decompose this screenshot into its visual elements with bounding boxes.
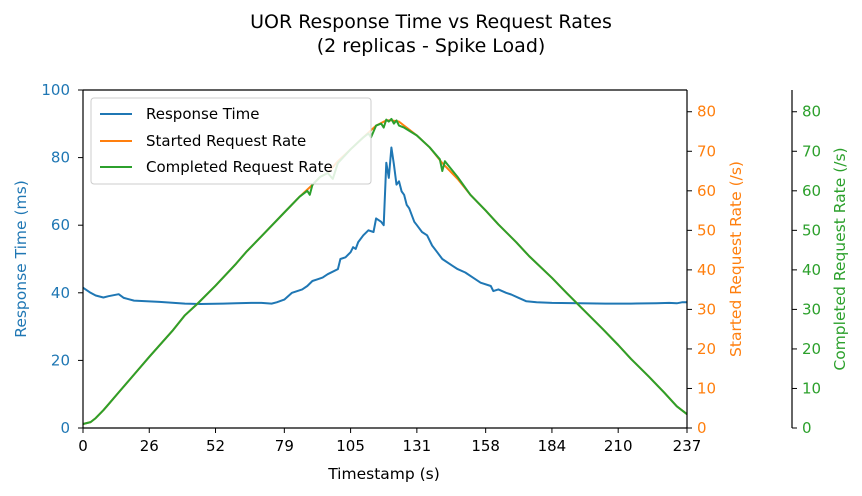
x-axis-label: Timestamp (s) — [327, 465, 440, 483]
left-tick-label: 20 — [51, 351, 70, 369]
right1-tick-label: 0 — [697, 419, 707, 437]
legend: Response Time Started Request Rate Compl… — [90, 97, 372, 185]
right1-tick-label: 20 — [697, 340, 716, 358]
x-tick-label: 237 — [673, 437, 702, 455]
x-tick-label: 0 — [78, 437, 88, 455]
left-axis-label: Response Time (ms) — [12, 180, 30, 338]
right2-tick-label: 80 — [802, 103, 821, 121]
x-tick-label: 105 — [336, 437, 365, 455]
x-tick-label: 184 — [538, 437, 567, 455]
right1-tick-label: 30 — [697, 300, 716, 318]
left-tick-label: 80 — [51, 149, 70, 167]
x-tick-label: 210 — [604, 437, 633, 455]
right2-tick-label: 60 — [802, 182, 821, 200]
right2-tick-label: 40 — [802, 261, 821, 279]
series-line-response-time — [82, 146, 687, 305]
right2-tick-label: 70 — [802, 142, 821, 160]
x-tick-label: 26 — [140, 437, 159, 455]
right1-tick-label: 50 — [697, 221, 716, 239]
right1-tick-label: 70 — [697, 142, 716, 160]
left-tick-label: 40 — [51, 284, 70, 302]
x-tick-label: 79 — [275, 437, 294, 455]
legend-label-started-rate: Started Request Rate — [146, 132, 306, 150]
series-line-completed-request-rate — [82, 117, 688, 425]
right1-tick-label: 80 — [697, 103, 716, 121]
x-tick-label: 131 — [403, 437, 432, 455]
right2-tick-label: 30 — [802, 300, 821, 318]
legend-box — [90, 97, 372, 185]
left-tick-label: 60 — [51, 216, 70, 234]
right1-tick-label: 10 — [697, 379, 716, 397]
right-axis-1-label: Started Request Rate (/s) — [727, 161, 745, 357]
legend-label-response-time: Response Time — [146, 105, 260, 123]
axes-layer — [82, 89, 793, 429]
chart-title: UOR Response Time vs Request Rates — [250, 11, 612, 33]
x-tick-label: 52 — [206, 437, 225, 455]
right1-tick-label: 60 — [697, 182, 716, 200]
right1-tick-label: 40 — [697, 261, 716, 279]
series-layer — [82, 117, 688, 425]
ticks-layer: 0 26 52 79 105 131 158 184 210 237020406080100010… — [41, 81, 821, 455]
x-tick-label: 158 — [471, 437, 500, 455]
right2-tick-label: 50 — [802, 221, 821, 239]
left-tick-label: 0 — [60, 419, 70, 437]
left-tick-label: 100 — [41, 81, 70, 99]
right2-tick-label: 10 — [802, 379, 821, 397]
right2-tick-label: 0 — [802, 419, 812, 437]
legend-label-completed-rate: Completed Request Rate — [146, 158, 333, 176]
chart-subtitle: (2 replicas - Spike Load) — [317, 35, 546, 57]
right-axis-2-label: Completed Request Rate (/s) — [831, 147, 849, 370]
right2-tick-label: 20 — [802, 340, 821, 358]
